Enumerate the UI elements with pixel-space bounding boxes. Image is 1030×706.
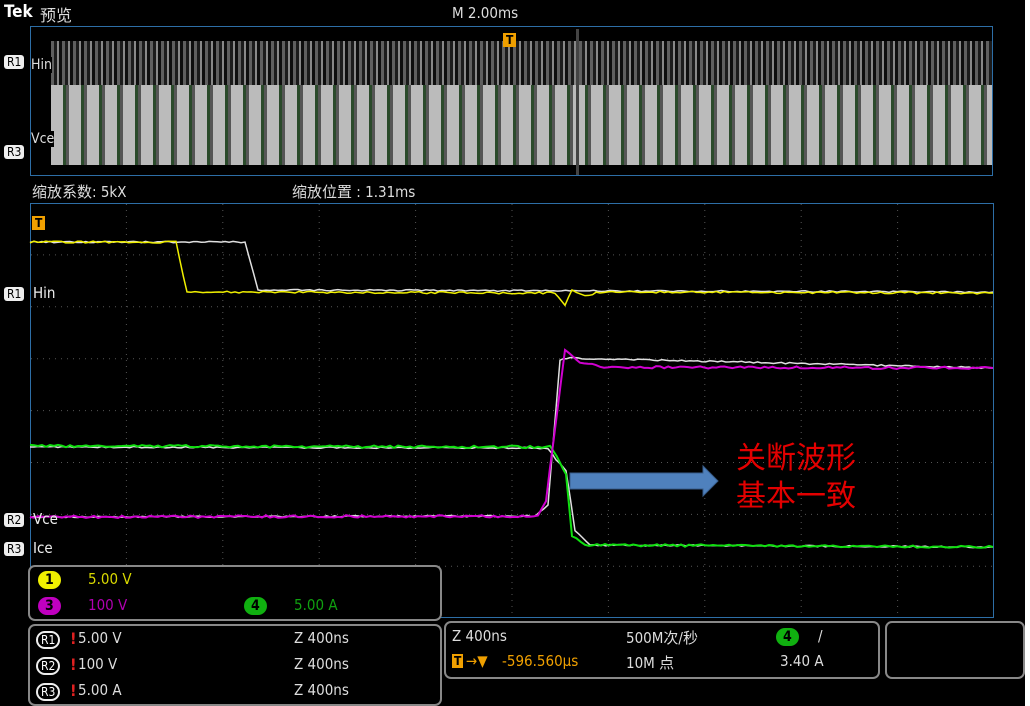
ref-scale: 5.00 A: [78, 681, 122, 699]
acq-zoom: Z 400ns: [452, 627, 507, 645]
ref1-hin-trace: [30, 241, 993, 292]
trigger-level: 3.40 A: [780, 652, 824, 670]
right-margin: [1025, 0, 1030, 706]
reference-box[interactable]: R1 ! 5.00 V Z 400ns R2 ! 100 V Z 400ns R3 …: [28, 624, 442, 706]
trigger-position-icon: T: [452, 654, 463, 668]
warning-icon: !: [70, 655, 77, 674]
ref-scale: 5.00 V: [78, 629, 122, 647]
warning-icon: !: [70, 629, 77, 648]
channel-scale-box[interactable]: 1 5.00 V 3 100 V 4 5.00 A: [28, 565, 442, 621]
annotation-line1: 关断波形: [736, 440, 856, 478]
trigger-slope-icon: /: [818, 627, 823, 645]
zoom-ice-label: Ice: [33, 539, 53, 557]
warning-icon: !: [70, 681, 77, 700]
ch3-badge[interactable]: 3: [38, 597, 61, 615]
ch4-badge[interactable]: 4: [244, 597, 267, 615]
record-length: 10M 点: [626, 652, 674, 673]
zoom-trigger-marker-icon: T: [32, 216, 45, 230]
ref-zoom: Z 400ns: [294, 629, 349, 647]
zoom-r1-marker[interactable]: R1: [4, 287, 24, 301]
ref-badge[interactable]: R1: [36, 631, 60, 649]
zoom-hin-label: Hin: [33, 284, 55, 302]
annotation-line2: 基本一致: [736, 478, 856, 516]
ch1-hin-trace: [30, 241, 993, 305]
ch3-scale: 100 V: [88, 596, 127, 614]
zoom-r2-marker[interactable]: R2: [4, 513, 24, 527]
ref-scale: 100 V: [78, 655, 117, 673]
ref-badge[interactable]: R2: [36, 657, 60, 675]
trigger-position: -596.560µs: [502, 652, 578, 670]
zoom-vce-label: Vce: [33, 510, 58, 528]
status-box: [885, 621, 1025, 679]
ch4-scale: 5.00 A: [294, 596, 338, 614]
zoom-r3-marker[interactable]: R3: [4, 542, 24, 556]
ch1-scale: 5.00 V: [88, 570, 132, 588]
sample-rate: 500M次/秒: [626, 627, 698, 648]
ch1-badge[interactable]: 1: [38, 571, 61, 589]
acquisition-box[interactable]: Z 400ns T →▼ -596.560µs 500M次/秒 10M 点 4 …: [444, 621, 880, 679]
ref-zoom: Z 400ns: [294, 655, 349, 673]
oscilloscope-screen: Tek 预览 M 2.00ms T Hin Vce R1 R3 缩放系数: 5k…: [0, 0, 1030, 706]
ref-zoom: Z 400ns: [294, 681, 349, 699]
trigger-arrow-icon: →▼: [466, 652, 488, 670]
trigger-source-badge[interactable]: 4: [776, 628, 799, 646]
annotation-arrow-icon: [570, 466, 718, 496]
ref-badge[interactable]: R3: [36, 683, 60, 701]
